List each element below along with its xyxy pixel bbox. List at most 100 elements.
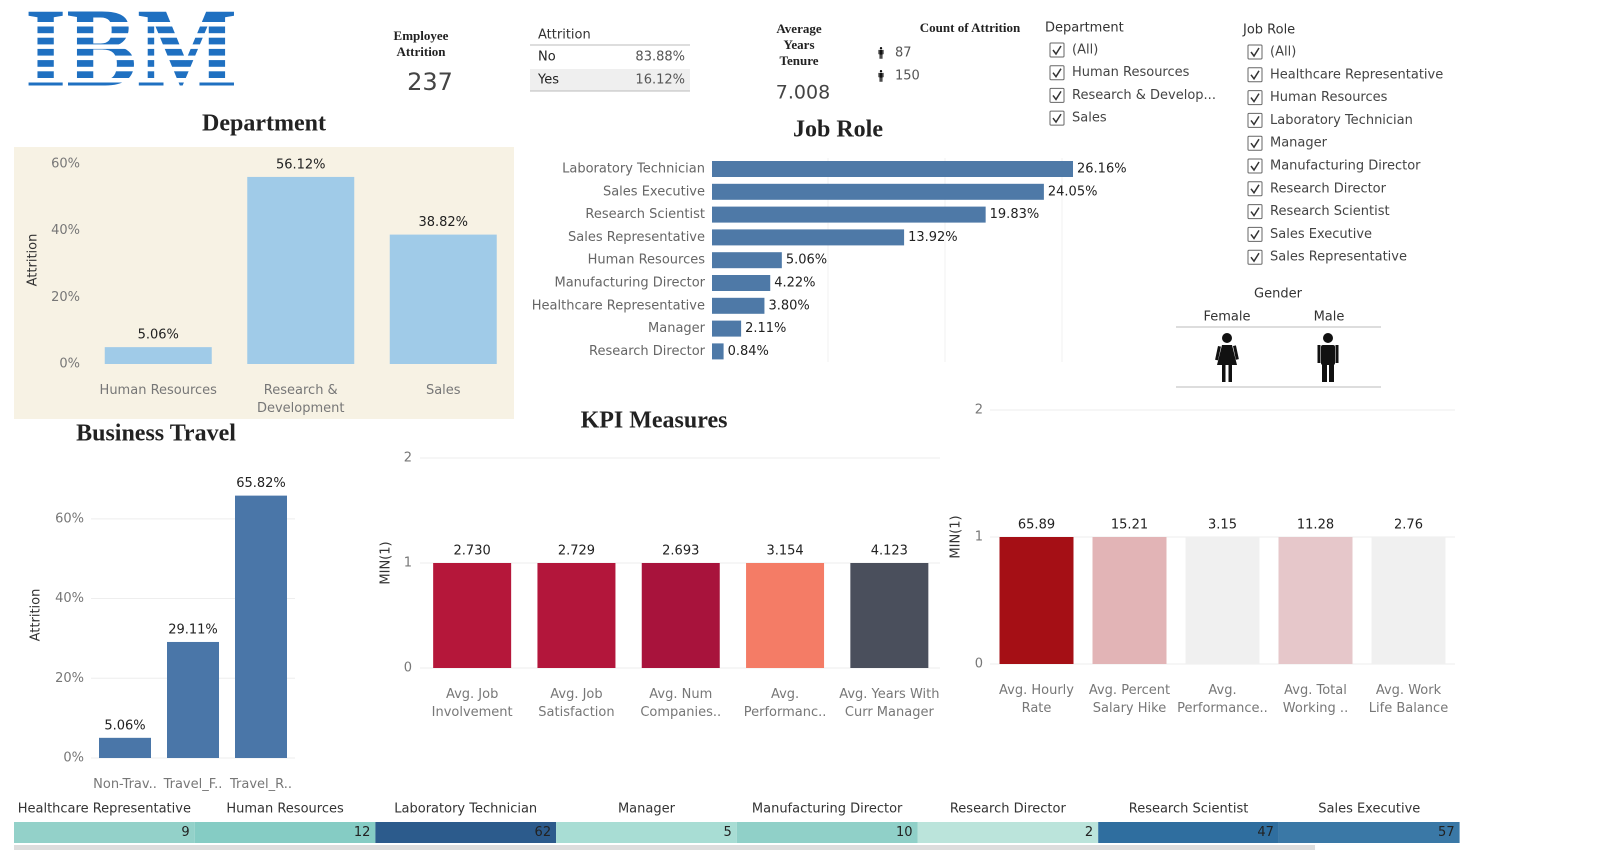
scrollbar (14, 845, 1316, 850)
x-tick-label: Avg. Job Involvement (432, 687, 513, 720)
value-label: 2.730 (454, 544, 491, 559)
y-axis-label: Attrition (26, 234, 41, 287)
checkbox[interactable] (1247, 44, 1263, 60)
y-tick-label: Laboratory Technician (562, 162, 705, 177)
checkbox[interactable] (1247, 112, 1263, 128)
table-cell: No (538, 50, 556, 65)
y-axis-label: MIN(1) (949, 515, 964, 558)
value-label: 19.83% (990, 207, 1040, 222)
column-header: Manager (618, 802, 676, 817)
checkbox[interactable] (1247, 90, 1263, 106)
y-tick-label: Sales Executive (603, 184, 705, 199)
bar (1371, 537, 1446, 664)
y-axis-label: Attrition (29, 589, 44, 642)
bar (712, 206, 986, 223)
y-tick-label: Research Director (589, 344, 706, 359)
checkbox[interactable] (1247, 158, 1263, 174)
y-tick-label: 60% (51, 157, 80, 172)
x-tick-label: Avg. Percent Salary Hike (1089, 683, 1170, 716)
bar (746, 563, 825, 668)
table-cell: Yes (537, 73, 559, 88)
bar (537, 563, 616, 668)
bar (389, 234, 497, 364)
male-icon (878, 70, 884, 82)
y-tick-label: Healthcare Representative (532, 298, 705, 313)
gender-label: Female (1203, 310, 1250, 325)
checkbox[interactable] (1247, 204, 1263, 220)
bar (712, 320, 742, 337)
checkbox[interactable] (1247, 135, 1263, 151)
checkbox[interactable] (1247, 249, 1263, 265)
bar (1278, 537, 1353, 664)
cell-value: 2 (1085, 825, 1093, 840)
x-tick-label: Avg. Num Companies.. (640, 687, 721, 720)
bar (1092, 537, 1167, 664)
value-label: 3.80% (768, 298, 809, 313)
column-header: Healthcare Representative (18, 802, 191, 817)
checkbox[interactable] (1247, 226, 1263, 242)
bar (712, 161, 1074, 177)
filter-item: (All) (1072, 43, 1098, 58)
y-tick-label: 1 (975, 530, 983, 545)
bar (712, 297, 765, 314)
cell-value: 10 (896, 825, 913, 840)
cell (1278, 822, 1460, 843)
x-tick-label: Avg. Performanc.. (744, 687, 827, 720)
checkbox[interactable] (1049, 87, 1065, 103)
value-label: 2.11% (745, 321, 786, 336)
x-tick-label: Avg. Total Working .. (1283, 683, 1348, 716)
value-label: 2.729 (558, 544, 595, 559)
x-tick-label: Non-Trav.. (93, 777, 157, 792)
value-label: 4.123 (871, 544, 908, 559)
value-label: 5.06% (104, 718, 145, 733)
value-label: 24.05% (1048, 184, 1098, 199)
checkbox[interactable] (1247, 67, 1263, 83)
logo-stripe (20, 22, 245, 27)
filter-item: Research Director (1270, 181, 1387, 196)
bar (433, 563, 512, 668)
bar (999, 537, 1074, 664)
filter-item: (All) (1270, 45, 1296, 60)
row-shade (530, 69, 690, 91)
filter-item: Research & Develop... (1072, 88, 1216, 103)
value-label: 3.15 (1208, 518, 1237, 533)
y-tick-label: 2 (404, 451, 412, 466)
logo: IBM (25, 0, 237, 111)
bar (99, 737, 151, 758)
y-tick-label: 20% (55, 671, 84, 686)
checkbox[interactable] (1049, 110, 1065, 126)
value-label: 5.06% (138, 328, 179, 343)
cell-value: 5 (724, 825, 732, 840)
filter-item: Sales Executive (1270, 227, 1372, 242)
x-tick-label: Avg. Job Satisfaction (538, 687, 614, 720)
bar (850, 563, 929, 668)
column-header: Research Scientist (1129, 802, 1249, 817)
checkbox[interactable] (1247, 181, 1263, 197)
column-header: Sales Executive (1318, 802, 1420, 817)
bar (641, 563, 720, 668)
cell-value: 57 (1438, 825, 1455, 840)
x-tick-label: Avg. Hourly Rate (999, 683, 1074, 716)
table-cell: 16.12% (635, 73, 685, 88)
filter-item: Manufacturing Director (1270, 159, 1421, 174)
kpi-value: 237 (407, 68, 453, 96)
bar (712, 229, 905, 246)
y-axis-label: MIN(1) (379, 541, 394, 584)
value-label: 38.82% (418, 215, 468, 230)
y-tick-label: 0 (975, 657, 983, 672)
bar (104, 347, 212, 364)
x-tick-label: Avg. Years With Curr Manager (839, 687, 939, 720)
value-label: 3.154 (766, 544, 803, 559)
x-tick-label: Human Resources (100, 383, 218, 398)
value-label: 56.12% (276, 157, 326, 172)
value-label: 29.11% (168, 622, 218, 637)
filter-item: Laboratory Technician (1270, 113, 1413, 128)
checkbox[interactable] (1049, 65, 1065, 81)
checkbox[interactable] (1049, 42, 1065, 58)
logo-stripe (20, 89, 245, 94)
cell (14, 822, 195, 843)
y-tick-label: Human Resources (588, 253, 706, 268)
column-header: Laboratory Technician (394, 802, 537, 817)
y-tick-label: 60% (55, 511, 84, 526)
